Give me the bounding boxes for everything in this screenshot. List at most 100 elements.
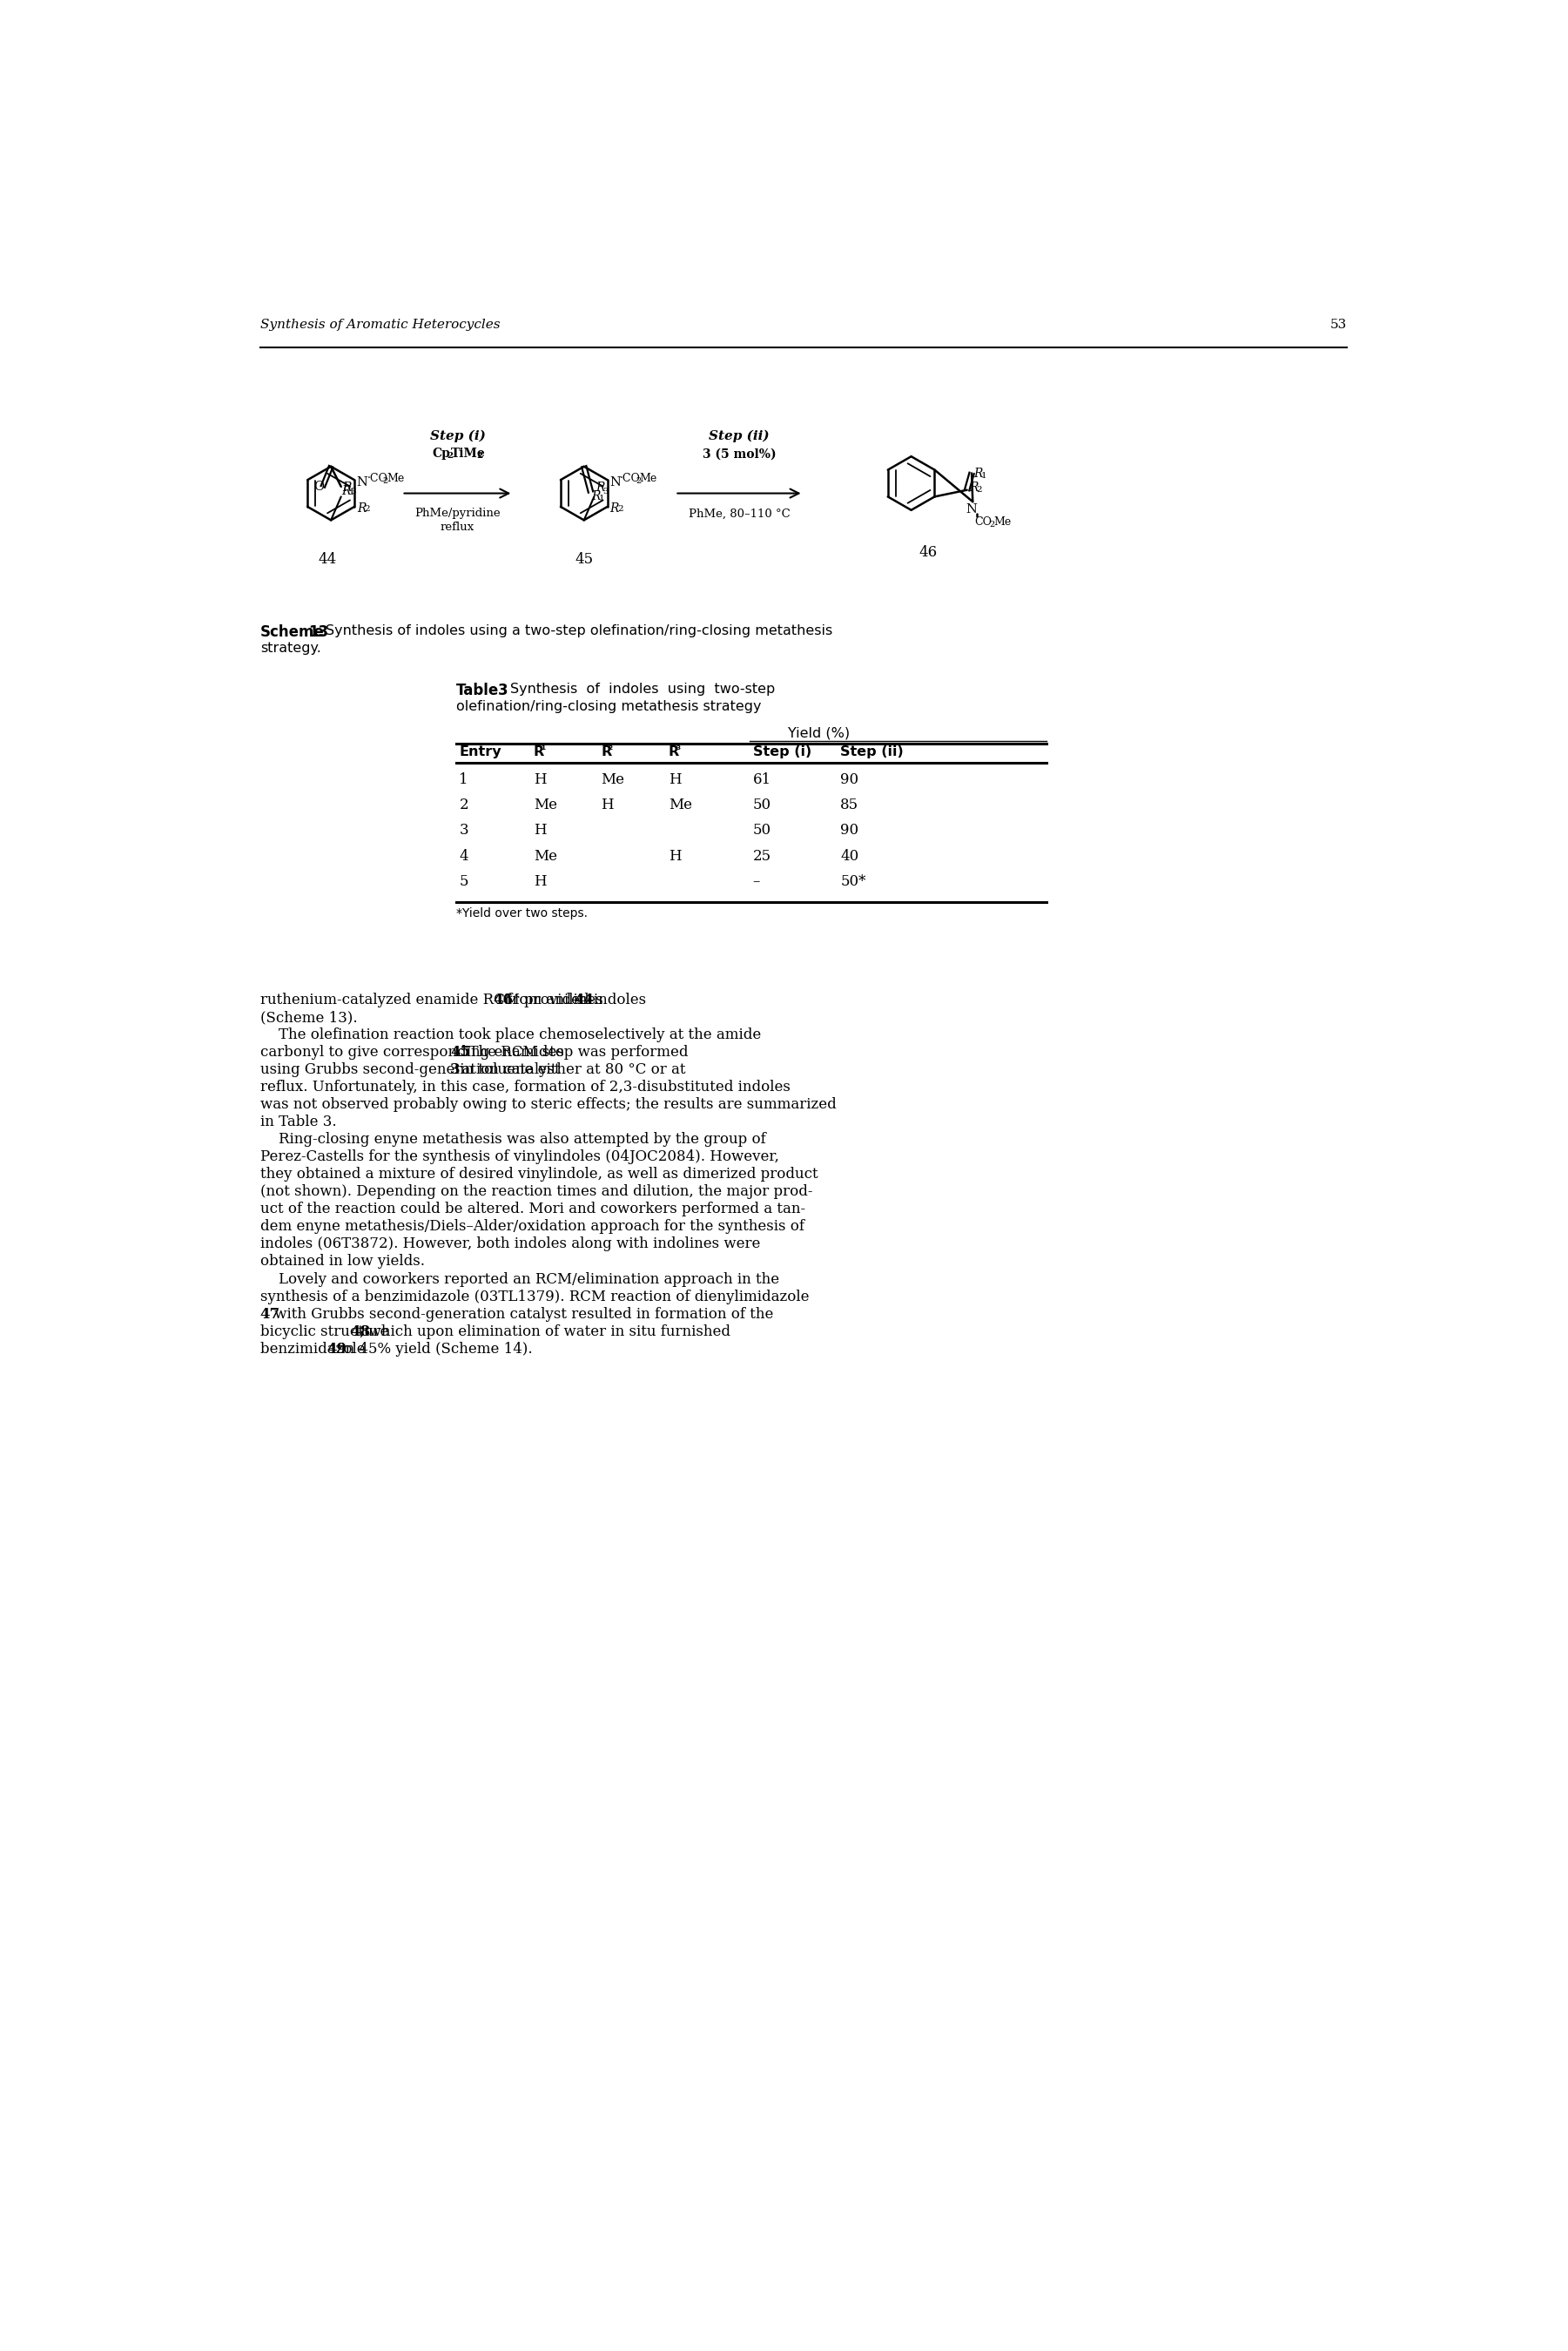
- Text: in Table 3.: in Table 3.: [260, 1114, 337, 1128]
- Text: PhMe, 80–110 °C: PhMe, 80–110 °C: [688, 508, 790, 520]
- Text: ruthenium-catalyzed enamide RCM provided indoles: ruthenium-catalyzed enamide RCM provided…: [260, 992, 651, 1009]
- Text: R: R: [358, 503, 367, 515]
- Text: R: R: [342, 484, 351, 496]
- Text: H: H: [533, 875, 546, 889]
- Text: N: N: [356, 477, 367, 489]
- Text: 49: 49: [326, 1342, 347, 1357]
- Text: 2: 2: [977, 487, 982, 494]
- Text: Me: Me: [533, 797, 557, 813]
- Text: olefination/ring-closing metathesis strategy: olefination/ring-closing metathesis stra…: [456, 701, 760, 715]
- Text: 1: 1: [350, 489, 354, 496]
- Text: *Yield over two steps.: *Yield over two steps.: [456, 907, 588, 919]
- Text: (not shown). Depending on the reaction times and dilution, the major prod-: (not shown). Depending on the reaction t…: [260, 1185, 812, 1199]
- Text: 2: 2: [635, 477, 641, 484]
- Text: CO: CO: [974, 517, 991, 527]
- Text: reflux: reflux: [441, 522, 475, 534]
- Text: 50: 50: [753, 823, 771, 837]
- Text: 2: 2: [383, 477, 389, 484]
- Text: dem enyne metathesis/Diels–Alder/oxidation approach for the synthesis of: dem enyne metathesis/Diels–Alder/oxidati…: [260, 1220, 804, 1234]
- Text: 48: 48: [351, 1324, 370, 1338]
- Text: was not observed probably owing to steric effects; the results are summarized: was not observed probably owing to steri…: [260, 1098, 836, 1112]
- Text: 44: 44: [318, 552, 337, 567]
- Text: ¹: ¹: [541, 745, 546, 757]
- Text: 50*: 50*: [840, 875, 866, 889]
- Text: H: H: [533, 771, 546, 788]
- Text: synthesis of a benzimidazole (03TL1379). RCM reaction of dienylimidazole: synthesis of a benzimidazole (03TL1379).…: [260, 1288, 809, 1305]
- Text: 85: 85: [840, 797, 859, 813]
- Text: H: H: [668, 771, 681, 788]
- Text: 2: 2: [989, 520, 996, 529]
- Text: ²: ²: [608, 745, 613, 757]
- Text: Synthesis of Aromatic Heterocycles: Synthesis of Aromatic Heterocycles: [260, 320, 500, 331]
- Text: R: R: [342, 482, 351, 494]
- Text: , which upon elimination of water in situ furnished: , which upon elimination of water in sit…: [361, 1324, 731, 1338]
- Text: 44: 44: [574, 992, 594, 1009]
- Text: R: R: [610, 503, 619, 515]
- Text: Yield (%): Yield (%): [787, 726, 850, 741]
- Text: 3: 3: [459, 823, 469, 837]
- Text: Synthesis  of  indoles  using  two-step: Synthesis of indoles using two-step: [510, 684, 775, 696]
- Text: strategy.: strategy.: [260, 642, 321, 654]
- Text: R: R: [533, 745, 544, 759]
- Text: 1: 1: [982, 473, 986, 480]
- Text: 2: 2: [447, 451, 453, 458]
- Text: 2: 2: [618, 505, 622, 513]
- Text: in toluene either at 80 °C or at: in toluene either at 80 °C or at: [455, 1063, 685, 1077]
- Text: Lovely and coworkers reported an RCM/elimination approach in the: Lovely and coworkers reported an RCM/eli…: [260, 1272, 779, 1286]
- Text: 90: 90: [840, 771, 859, 788]
- Text: 3 (5 mol%): 3 (5 mol%): [702, 447, 776, 461]
- Text: ³: ³: [676, 745, 681, 757]
- Text: H: H: [601, 797, 613, 813]
- Text: R: R: [596, 482, 605, 494]
- Text: 61: 61: [753, 771, 771, 788]
- Text: from anilines: from anilines: [503, 992, 608, 1009]
- Text: bicyclic structure: bicyclic structure: [260, 1324, 394, 1338]
- Text: TiMe: TiMe: [450, 447, 486, 461]
- Text: Me: Me: [387, 473, 405, 484]
- Text: 13: 13: [309, 623, 329, 639]
- Text: 46: 46: [919, 545, 938, 560]
- Text: Me: Me: [668, 797, 691, 813]
- Text: 53: 53: [1330, 320, 1347, 331]
- Text: reflux. Unfortunately, in this case, formation of 2,3-disubstituted indoles: reflux. Unfortunately, in this case, for…: [260, 1079, 790, 1096]
- Text: 1: 1: [599, 494, 605, 503]
- Text: Step (ii): Step (ii): [840, 745, 903, 759]
- Text: with Grubbs second-generation catalyst resulted in formation of the: with Grubbs second-generation catalyst r…: [270, 1307, 773, 1321]
- Text: uct of the reaction could be altered. Mori and coworkers performed a tan-: uct of the reaction could be altered. Mo…: [260, 1201, 806, 1218]
- Text: Ring-closing enyne metathesis was also attempted by the group of: Ring-closing enyne metathesis was also a…: [260, 1133, 765, 1147]
- Text: in 45% yield (Scheme 14).: in 45% yield (Scheme 14).: [336, 1342, 533, 1357]
- Text: The olefination reaction took place chemoselectively at the amide: The olefination reaction took place chem…: [260, 1027, 760, 1041]
- Text: Me: Me: [640, 473, 657, 484]
- Text: indoles (06T3872). However, both indoles along with indolines were: indoles (06T3872). However, both indoles…: [260, 1237, 760, 1251]
- Text: PhMe/pyridine: PhMe/pyridine: [414, 508, 500, 520]
- Text: obtained in low yields.: obtained in low yields.: [260, 1255, 425, 1270]
- Text: 2: 2: [477, 451, 483, 458]
- Text: N: N: [610, 477, 621, 489]
- Text: Table: Table: [456, 684, 499, 698]
- Text: R: R: [668, 745, 679, 759]
- Text: they obtained a mixture of desired vinylindole, as well as dimerized product: they obtained a mixture of desired vinyl…: [260, 1166, 818, 1183]
- Text: Perez-Castells for the synthesis of vinylindoles (04JOC2084). However,: Perez-Castells for the synthesis of viny…: [260, 1150, 779, 1164]
- Text: 2: 2: [364, 505, 370, 513]
- Text: R: R: [969, 482, 978, 494]
- Text: 45: 45: [450, 1046, 470, 1060]
- Text: Me: Me: [601, 771, 624, 788]
- Text: (Scheme 13).: (Scheme 13).: [260, 1011, 358, 1025]
- Text: using Grubbs second-generation catalyst: using Grubbs second-generation catalyst: [260, 1063, 564, 1077]
- Text: R: R: [601, 745, 612, 759]
- Text: Step (i): Step (i): [430, 430, 485, 442]
- Text: ·CO: ·CO: [367, 473, 387, 484]
- Text: H: H: [668, 849, 681, 863]
- Text: 3: 3: [602, 487, 608, 496]
- Text: Scheme: Scheme: [260, 623, 325, 639]
- Text: 1: 1: [459, 771, 469, 788]
- Text: N: N: [966, 503, 977, 515]
- Text: . The RCM step was performed: . The RCM step was performed: [459, 1046, 688, 1060]
- Text: Entry: Entry: [459, 745, 502, 759]
- Text: 5: 5: [459, 875, 469, 889]
- Text: R: R: [591, 489, 601, 503]
- Text: Me: Me: [994, 517, 1011, 527]
- Text: 3: 3: [450, 1063, 461, 1077]
- Text: ·CO: ·CO: [621, 473, 641, 484]
- Text: –: –: [753, 875, 760, 889]
